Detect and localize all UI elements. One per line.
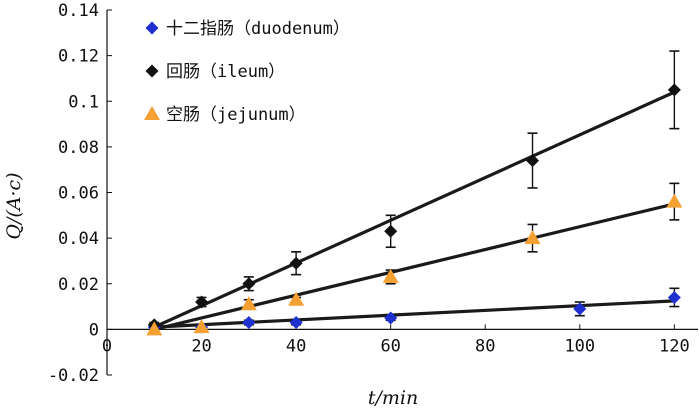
y-tick-label: 0.14 [58, 1, 99, 21]
y-tick-label: 0.06 [58, 184, 99, 204]
data-point [666, 193, 683, 208]
y-tick-label: 0 [89, 320, 99, 340]
data-point [384, 224, 398, 238]
data-point [242, 316, 256, 330]
data-point [667, 83, 681, 97]
y-axis-label: Q/(A·c) [3, 172, 25, 239]
x-tick-label: 80 [475, 336, 495, 356]
data-point [526, 154, 540, 168]
y-tick-label: 0.02 [58, 275, 99, 295]
x-tick-label: 100 [564, 336, 595, 356]
x-tick-label: 120 [659, 336, 690, 356]
legend-label: 回肠（ileum） [166, 62, 285, 82]
data-point [242, 277, 256, 291]
x-tick-label: 0 [102, 336, 112, 356]
fit-line [152, 202, 676, 331]
legend-label: 十二指肠（duodenum） [166, 19, 350, 39]
y-tick-label: 0.1 [68, 92, 99, 112]
legend-marker [145, 21, 159, 35]
legend-marker [144, 106, 160, 120]
data-point [382, 268, 399, 283]
x-tick-label: 20 [191, 336, 211, 356]
legend: 十二指肠（duodenum） 回肠（ileum） 空肠（jejunum） [144, 19, 350, 125]
x-axis-label: t/min [368, 387, 418, 409]
data-point [146, 321, 163, 336]
data-point [289, 256, 303, 270]
x-tick-label: 40 [286, 336, 306, 356]
data-point [288, 291, 305, 306]
y-tick-label: 0.04 [58, 229, 99, 249]
data-point [193, 319, 210, 334]
data-point [667, 290, 681, 304]
data-point [384, 311, 398, 325]
y-tick-label: -0.02 [48, 366, 99, 386]
legend-marker [145, 64, 159, 78]
data-point [524, 230, 541, 245]
data-markers [146, 83, 683, 336]
legend-label: 空肠（jejunum） [166, 105, 306, 125]
fit-lines [152, 90, 676, 331]
y-tick-label: 0.08 [58, 138, 99, 158]
error-bars [149, 50, 680, 333]
fit-line [152, 90, 676, 329]
data-point [195, 295, 209, 309]
data-point [573, 302, 587, 316]
y-tick-label: 0.12 [58, 47, 99, 67]
fit-line [152, 299, 676, 329]
data-point [240, 296, 257, 311]
data-point [289, 316, 303, 330]
x-tick-label: 60 [380, 336, 400, 356]
